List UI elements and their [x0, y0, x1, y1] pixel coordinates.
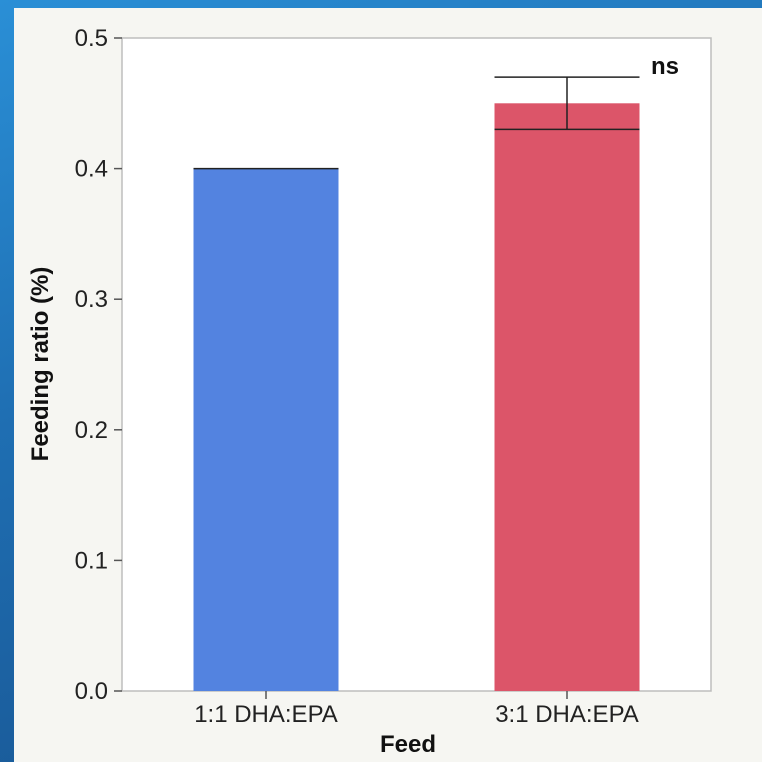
- y-axis-title: Feeding ratio (%): [27, 267, 54, 462]
- bar-chart: 0.0 0.1 0.2 0.3 0.4 0.5 1:1 DHA:EPA 3:1 DHA:EP…: [27, 25, 712, 758]
- y-tick-label: 0.3: [75, 286, 108, 313]
- x-axis-title: Feed: [380, 731, 436, 758]
- y-tick-label: 0.5: [75, 25, 108, 52]
- bar: [193, 168, 339, 692]
- x-tick-label: 1:1 DHA:EPA: [194, 701, 338, 728]
- bar: [494, 103, 640, 692]
- x-tick-label: 3:1 DHA:EPA: [495, 701, 639, 728]
- y-tick-label: 0.0: [75, 678, 108, 705]
- chart-panel: 0.0 0.1 0.2 0.3 0.4 0.5 1:1 DHA:EPA 3:1 DHA:EP…: [14, 8, 762, 762]
- y-tick-label: 0.1: [75, 547, 108, 574]
- significance-annotation: ns: [651, 53, 679, 80]
- y-tick-label: 0.2: [75, 417, 108, 444]
- y-tick-label: 0.4: [75, 156, 108, 183]
